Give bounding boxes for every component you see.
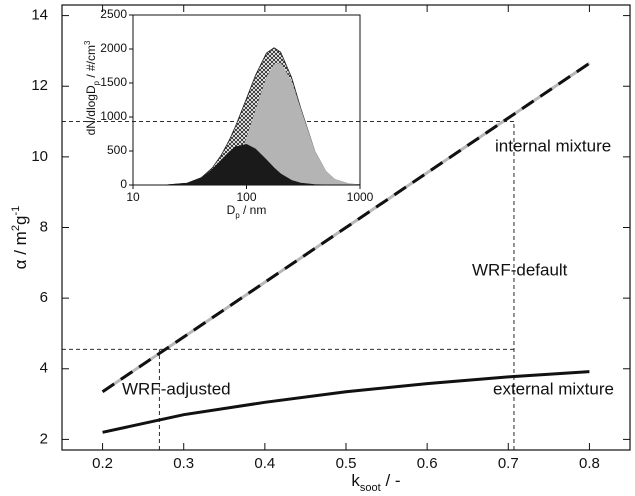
axis-label-part: g <box>11 216 30 225</box>
axis-label-part: / #/cm <box>84 45 98 81</box>
y-tick-label: 10 <box>31 148 48 165</box>
x-tick-label: 0.4 <box>254 455 275 472</box>
y-tick-label: 2500 <box>100 7 127 21</box>
series-line <box>101 62 591 393</box>
annotation: WRF-default <box>472 260 568 279</box>
x-tick-label: 0.6 <box>417 455 438 472</box>
axis-label-part: D <box>227 203 236 217</box>
axis-label-part: α / m <box>11 231 30 269</box>
y-tick-label: 2 <box>40 430 48 447</box>
y-tick-label: 6 <box>40 289 48 306</box>
annotation: WRF-adjusted <box>122 379 231 398</box>
axis-label: α / m2g-1 <box>10 206 31 270</box>
axis-label-part: / - <box>381 471 401 490</box>
y-tick-label: 12 <box>31 77 48 94</box>
y-tick-label: 500 <box>107 143 127 157</box>
y-tick-label: 4 <box>40 360 48 377</box>
axis-label: ksoot / - <box>351 471 400 493</box>
x-tick-label: 0.7 <box>498 455 519 472</box>
axis-label-part: 2 <box>10 225 22 231</box>
x-tick-label: 100 <box>236 190 256 204</box>
x-tick-label: 0.2 <box>92 455 113 472</box>
x-tick-label: 0.5 <box>336 455 357 472</box>
axis-label-part: -1 <box>10 206 22 216</box>
y-tick-label: 14 <box>31 7 48 24</box>
x-tick-label: 0.3 <box>173 455 194 472</box>
axis-label-part: k <box>351 471 360 490</box>
axis-label-part: soot <box>360 482 381 494</box>
axis-label-part: / nm <box>240 203 267 217</box>
x-tick-label: 10 <box>126 190 140 204</box>
axis-label-part: dN/dlogD <box>84 85 98 135</box>
x-tick-label: 0.8 <box>579 455 600 472</box>
y-tick-label: 1500 <box>100 75 127 89</box>
y-tick-label: 8 <box>40 218 48 235</box>
annotation: internal mixture <box>495 136 611 155</box>
y-tick-label: 1000 <box>100 109 127 123</box>
axis-label: dN/dlogDp / #/cm3 <box>83 41 101 136</box>
x-tick-label: 1000 <box>347 190 374 204</box>
axis-label: Dp / nm <box>227 203 267 219</box>
axis-label-part: p <box>92 80 101 85</box>
y-tick-label: 0 <box>120 177 127 191</box>
axis-label-part: 3 <box>83 41 92 45</box>
annotation: external mixture <box>493 379 614 398</box>
series-line <box>102 370 590 434</box>
y-tick-label: 2000 <box>100 41 127 55</box>
axis-label-part: p <box>235 211 240 220</box>
